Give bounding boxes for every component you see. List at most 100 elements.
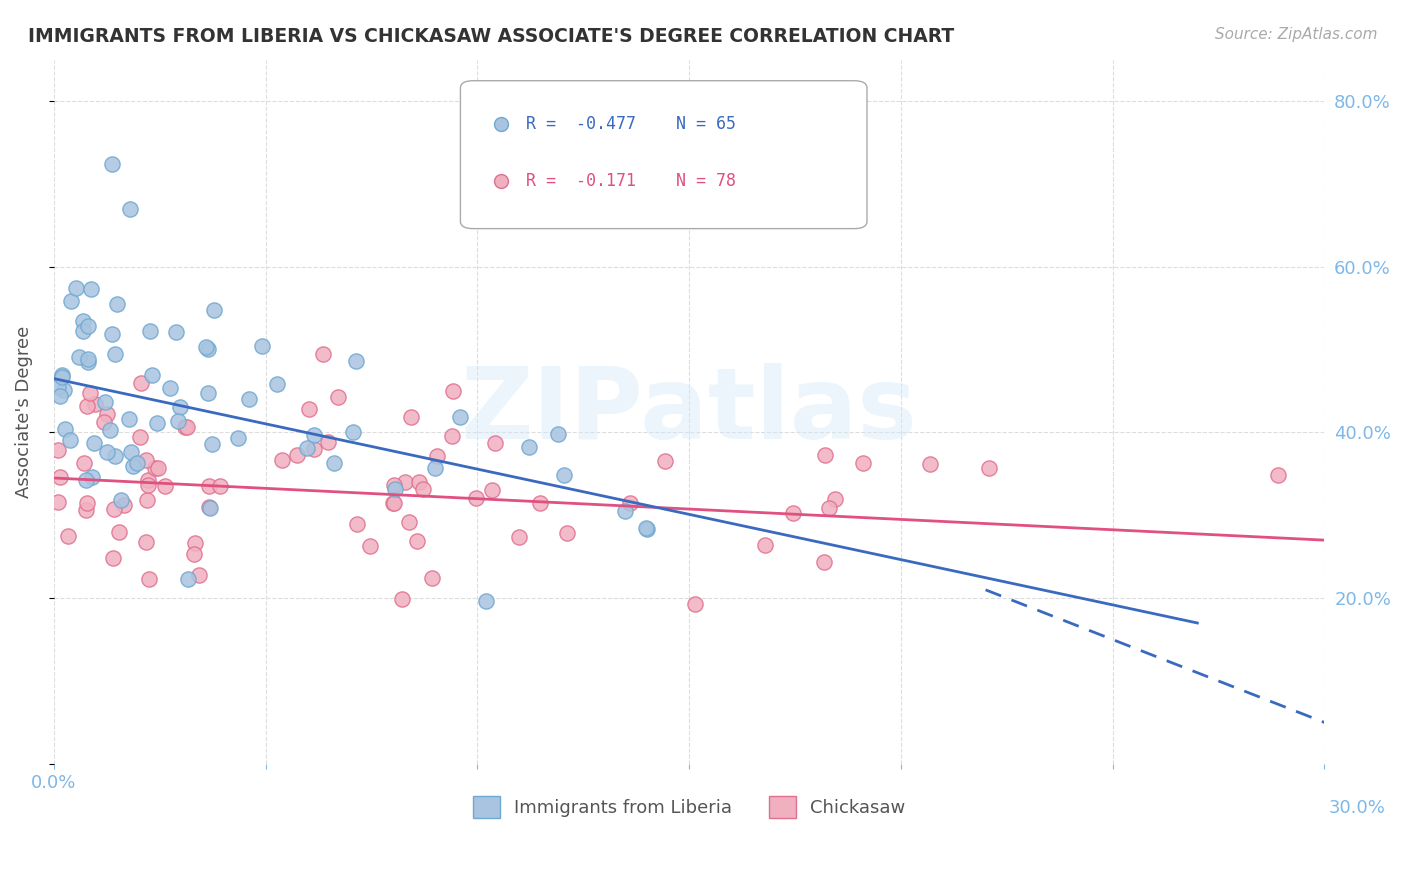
Immigrants from Liberia	[46, 380, 69, 394]
Chickasaw	[920, 457, 942, 471]
Chickasaw	[529, 496, 551, 510]
Immigrants from Liberia	[93, 395, 115, 409]
Immigrants from Liberia	[553, 468, 575, 483]
Chickasaw	[318, 435, 340, 450]
Immigrants from Liberia	[266, 376, 288, 391]
Immigrants from Liberia	[238, 392, 260, 407]
Immigrants from Liberia	[60, 294, 83, 309]
Text: R =  -0.171    N = 78: R = -0.171 N = 78	[526, 172, 737, 190]
Text: R =  -0.477    N = 65: R = -0.477 N = 65	[526, 115, 737, 134]
Chickasaw	[138, 572, 160, 586]
Immigrants from Liberia	[127, 457, 149, 471]
Chickasaw	[285, 448, 308, 462]
Immigrants from Liberia	[547, 426, 569, 441]
Chickasaw	[382, 478, 405, 492]
Chickasaw	[136, 478, 159, 492]
Immigrants from Liberia	[304, 427, 326, 442]
Chickasaw	[75, 502, 97, 516]
Immigrants from Liberia	[98, 423, 121, 437]
Chickasaw	[359, 539, 381, 553]
Chickasaw	[129, 376, 152, 391]
Immigrants from Liberia	[80, 469, 103, 483]
Immigrants from Liberia	[169, 400, 191, 414]
Immigrants from Liberia	[58, 434, 80, 448]
Immigrants from Liberia	[141, 368, 163, 382]
Chickasaw	[96, 407, 118, 421]
Immigrants from Liberia	[165, 325, 187, 339]
Chickasaw	[83, 396, 105, 410]
Y-axis label: Associate's Degree: Associate's Degree	[15, 326, 32, 498]
Chickasaw	[818, 500, 841, 515]
Immigrants from Liberia	[110, 492, 132, 507]
Immigrants from Liberia	[194, 340, 217, 354]
Chickasaw	[76, 399, 98, 413]
Chickasaw	[112, 498, 135, 512]
Chickasaw	[72, 456, 94, 470]
Immigrants from Liberia	[201, 437, 224, 451]
Immigrants from Liberia	[146, 416, 169, 430]
Immigrants from Liberia	[77, 355, 100, 369]
Chickasaw	[270, 453, 292, 467]
Chickasaw	[183, 548, 205, 562]
Immigrants from Liberia	[101, 156, 124, 170]
Immigrants from Liberia	[104, 347, 127, 361]
Chickasaw	[198, 500, 221, 514]
Immigrants from Liberia	[120, 445, 142, 459]
Immigrants from Liberia	[49, 389, 72, 403]
Immigrants from Liberia	[425, 460, 447, 475]
Chickasaw	[93, 415, 115, 429]
Chickasaw	[128, 430, 150, 444]
Immigrants from Liberia	[138, 324, 160, 338]
Immigrants from Liberia	[202, 302, 225, 317]
Immigrants from Liberia	[384, 482, 406, 496]
Chickasaw	[813, 555, 835, 569]
Chickasaw	[135, 453, 157, 467]
Chickasaw	[754, 538, 776, 552]
Chickasaw	[302, 442, 325, 457]
Chickasaw	[298, 401, 321, 416]
Immigrants from Liberia	[80, 282, 103, 296]
Chickasaw	[782, 507, 804, 521]
Chickasaw	[136, 474, 159, 488]
Chickasaw	[76, 496, 98, 510]
Immigrants from Liberia	[67, 351, 90, 365]
Immigrants from Liberia	[65, 281, 87, 295]
Immigrants from Liberia	[72, 314, 94, 328]
Chickasaw	[46, 443, 69, 458]
Chickasaw	[148, 460, 170, 475]
Chickasaw	[56, 529, 79, 543]
Immigrants from Liberia	[636, 522, 658, 536]
Immigrants from Liberia	[101, 327, 124, 342]
Immigrants from Liberia	[75, 473, 97, 487]
Chickasaw	[328, 390, 350, 404]
Immigrants from Liberia	[295, 441, 318, 455]
Immigrants from Liberia	[226, 431, 249, 445]
Immigrants from Liberia	[76, 319, 98, 334]
Immigrants from Liberia	[198, 500, 221, 515]
Chickasaw	[153, 479, 176, 493]
Chickasaw	[412, 482, 434, 496]
Chickasaw	[440, 429, 463, 443]
Text: Source: ZipAtlas.com: Source: ZipAtlas.com	[1215, 27, 1378, 42]
Chickasaw	[135, 492, 157, 507]
Chickasaw	[426, 449, 449, 463]
Immigrants from Liberia	[634, 521, 657, 535]
Chickasaw	[391, 592, 413, 607]
Legend: Immigrants from Liberia, Chickasaw: Immigrants from Liberia, Chickasaw	[465, 789, 912, 825]
Immigrants from Liberia	[105, 296, 128, 310]
Immigrants from Liberia	[322, 456, 344, 470]
Chickasaw	[401, 410, 423, 425]
Chickasaw	[208, 478, 231, 492]
Text: IMMIGRANTS FROM LIBERIA VS CHICKASAW ASSOCIATE'S DEGREE CORRELATION CHART: IMMIGRANTS FROM LIBERIA VS CHICKASAW ASS…	[28, 27, 955, 45]
Immigrants from Liberia	[72, 324, 94, 338]
FancyBboxPatch shape	[460, 81, 868, 228]
Chickasaw	[406, 534, 429, 549]
Chickasaw	[814, 448, 837, 462]
Chickasaw	[46, 494, 69, 508]
Chickasaw	[441, 384, 464, 398]
Immigrants from Liberia	[159, 381, 181, 395]
Chickasaw	[464, 491, 486, 505]
Immigrants from Liberia	[167, 413, 190, 427]
Chickasaw	[484, 435, 506, 450]
Chickasaw	[107, 524, 129, 539]
